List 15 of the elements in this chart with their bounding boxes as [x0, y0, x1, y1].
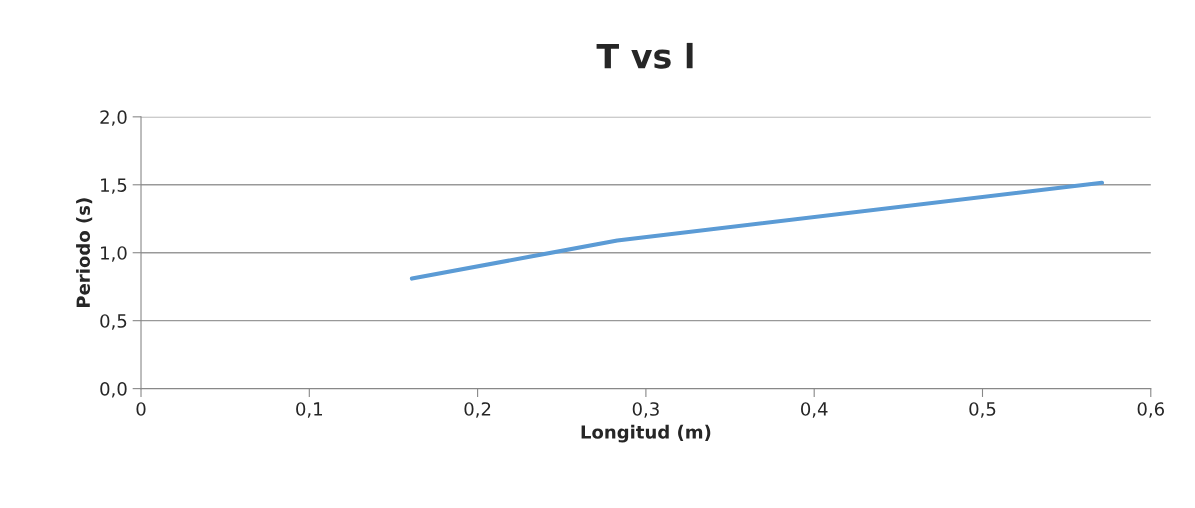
y-axis-title: Periodo (s) [76, 198, 93, 307]
y-tick-label: 0,0 [100, 382, 127, 398]
x-tick-label: 0,2 [464, 402, 491, 418]
x-axis-title: Longitud (m) [581, 424, 711, 443]
x-tick-label: 0,3 [632, 402, 659, 418]
x-tick-label: 0 [136, 402, 146, 416]
y-tick-label: 2,0 [100, 110, 127, 126]
chart-title: T vs l [596, 42, 693, 69]
x-tick-label: 0,6 [1137, 402, 1165, 418]
y-tick-label: 0,5 [100, 314, 127, 330]
x-tick-label: 0,1 [296, 402, 322, 418]
y-tick-label: 1,0 [101, 246, 127, 262]
y-tick-label: 1,5 [101, 178, 127, 194]
x-tick-label: 0,5 [969, 402, 996, 418]
x-tick-label: 0,4 [801, 402, 828, 418]
